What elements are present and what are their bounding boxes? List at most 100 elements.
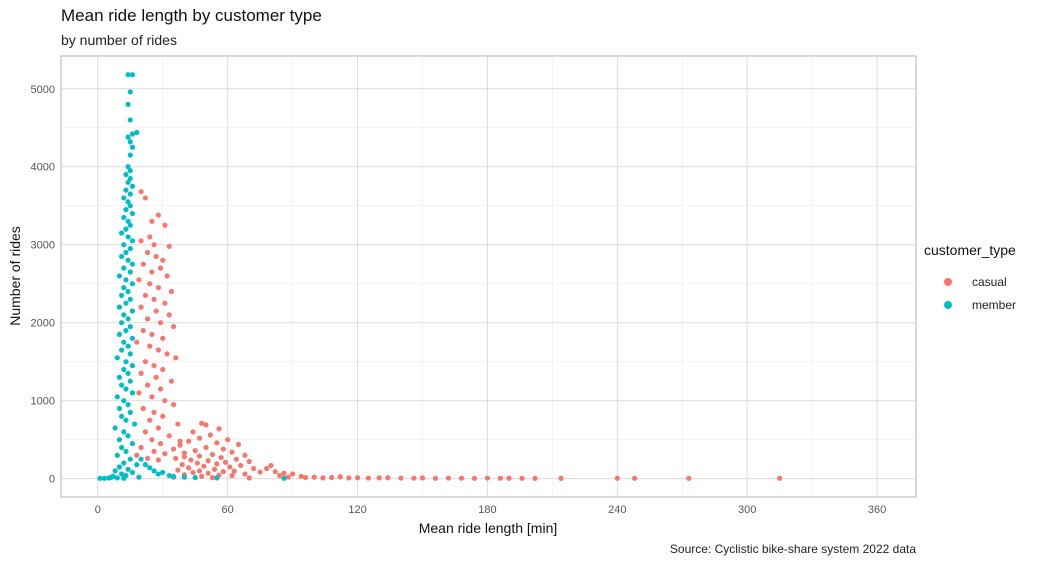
- point-casual: [160, 335, 166, 341]
- point-casual: [170, 324, 177, 330]
- point-member: [214, 475, 220, 481]
- point-casual: [151, 296, 157, 302]
- point-member: [119, 471, 125, 477]
- point-casual: [155, 285, 162, 291]
- point-member: [125, 288, 131, 295]
- point-casual: [302, 474, 309, 481]
- point-casual: [227, 464, 233, 470]
- point-casual: [168, 378, 174, 384]
- point-member: [155, 471, 162, 477]
- point-casual: [238, 462, 244, 469]
- point-casual: [166, 433, 172, 439]
- point-member: [125, 343, 131, 349]
- point-casual: [142, 195, 149, 201]
- point-member: [125, 101, 131, 107]
- point-casual: [164, 273, 170, 279]
- point-member: [125, 433, 131, 439]
- point-casual: [168, 288, 174, 295]
- point-casual: [281, 470, 287, 476]
- point-casual: [214, 461, 220, 467]
- x-tick-label: 300: [738, 504, 756, 516]
- point-member: [131, 421, 138, 427]
- point-casual: [207, 432, 213, 438]
- point-member: [121, 339, 127, 345]
- point-casual: [173, 355, 179, 361]
- point-casual: [140, 327, 146, 334]
- y-tick-label: 5000: [31, 84, 55, 96]
- chart-caption: Source: Cyclistic bike-share system 2022…: [669, 542, 916, 556]
- point-casual: [162, 451, 168, 457]
- point-member: [116, 464, 123, 470]
- point-member: [129, 261, 136, 267]
- point-member: [166, 472, 172, 479]
- point-casual: [212, 466, 218, 472]
- point-member: [127, 222, 133, 228]
- point-casual: [290, 471, 296, 477]
- point-casual: [218, 455, 224, 461]
- point-member: [121, 475, 127, 481]
- point-casual: [149, 269, 155, 275]
- point-casual: [497, 475, 504, 481]
- point-casual: [149, 394, 155, 400]
- y-axis-ticks: 0 1000 2000 3000 4000 5000: [31, 84, 55, 486]
- point-casual: [285, 474, 291, 480]
- point-member: [121, 195, 127, 201]
- point-member: [121, 214, 127, 221]
- point-casual: [181, 450, 187, 456]
- point-casual: [173, 455, 179, 461]
- x-tick-label: 360: [868, 504, 886, 516]
- point-casual: [686, 475, 692, 481]
- point-casual: [233, 456, 239, 462]
- point-member: [97, 475, 103, 481]
- chart-subtitle: by number of rides: [61, 32, 177, 48]
- point-member: [129, 144, 136, 150]
- point-casual: [214, 440, 220, 446]
- point-casual: [144, 382, 151, 388]
- point-member: [112, 425, 118, 431]
- point-member: [129, 440, 136, 447]
- point-member: [127, 175, 133, 182]
- plot-panel: [60, 55, 917, 498]
- point-member: [119, 230, 125, 236]
- point-member: [127, 351, 133, 357]
- point-member: [114, 452, 120, 458]
- point-casual: [142, 359, 149, 365]
- point-member: [127, 117, 133, 123]
- point-member: [142, 462, 149, 468]
- point-casual: [153, 308, 159, 314]
- legend-label-casual: casual: [972, 274, 1007, 289]
- point-member: [129, 210, 136, 217]
- point-member: [125, 199, 131, 205]
- point-member: [119, 413, 125, 419]
- point-casual: [519, 475, 525, 481]
- point-member: [119, 444, 125, 451]
- x-tick-label: 240: [608, 504, 626, 516]
- point-member: [281, 475, 287, 481]
- point-member: [121, 398, 127, 404]
- point-member: [125, 466, 131, 472]
- point-member: [114, 355, 120, 361]
- point-member: [116, 304, 123, 310]
- point-member: [121, 242, 127, 248]
- point-casual: [144, 249, 151, 256]
- data-points: [97, 72, 783, 481]
- point-casual: [365, 475, 371, 481]
- point-member: [123, 249, 129, 256]
- point-member: [181, 474, 187, 480]
- point-member: [121, 429, 127, 435]
- point-casual: [151, 409, 157, 415]
- point-casual: [209, 474, 216, 481]
- point-casual: [242, 452, 248, 458]
- x-axis-ticks: 0 60 120 180 240 300 360: [95, 504, 886, 516]
- point-casual: [153, 374, 159, 380]
- point-member: [127, 168, 133, 174]
- point-casual: [160, 257, 166, 263]
- point-casual: [155, 425, 162, 431]
- point-member: [125, 370, 131, 376]
- point-member: [127, 246, 133, 252]
- point-casual: [199, 473, 205, 479]
- point-casual: [632, 475, 638, 481]
- point-casual: [201, 463, 207, 469]
- point-member: [121, 285, 127, 291]
- point-member: [127, 139, 133, 145]
